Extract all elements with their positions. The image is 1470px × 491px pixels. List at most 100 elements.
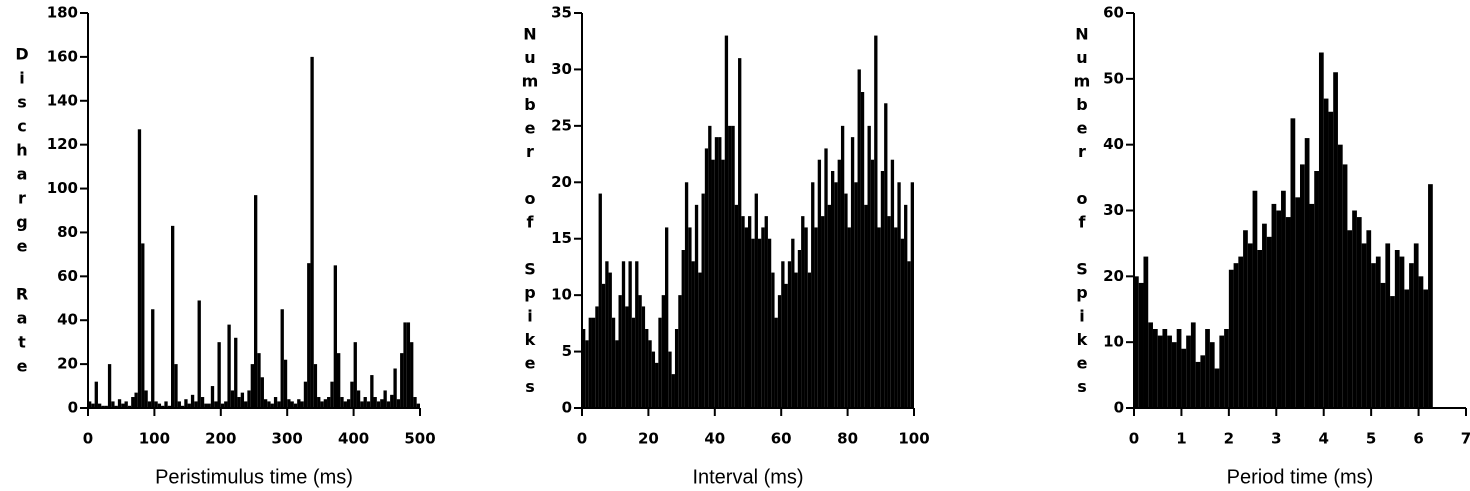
bar bbox=[1209, 342, 1215, 408]
bar bbox=[134, 392, 138, 408]
y-tick-label: 10 bbox=[1103, 333, 1124, 351]
bar bbox=[1228, 269, 1234, 408]
bar bbox=[1271, 203, 1277, 408]
bar bbox=[1238, 256, 1244, 408]
bar bbox=[821, 216, 825, 408]
bar bbox=[887, 216, 891, 408]
bar bbox=[1205, 329, 1210, 408]
bar bbox=[1314, 171, 1319, 408]
y-tick-label: 0 bbox=[1114, 399, 1124, 417]
bar bbox=[701, 193, 705, 408]
bar bbox=[864, 204, 868, 408]
bar bbox=[277, 401, 281, 408]
bar bbox=[1309, 203, 1315, 408]
bar bbox=[721, 159, 725, 408]
bar bbox=[1157, 335, 1163, 408]
bar bbox=[393, 368, 397, 408]
bar bbox=[718, 137, 722, 408]
bar bbox=[734, 204, 739, 408]
x-tick-label: 3 bbox=[1271, 430, 1281, 448]
bar bbox=[310, 56, 314, 409]
bar bbox=[244, 401, 248, 408]
bar bbox=[1143, 256, 1149, 408]
bar bbox=[290, 401, 294, 408]
bar bbox=[204, 403, 208, 408]
bar bbox=[1399, 256, 1405, 408]
bar bbox=[327, 397, 331, 408]
y-tick-label: 20 bbox=[551, 173, 572, 191]
chart: 0 20 40 60 80 100 120 140 160 180 0 100 200 300 400 500… bbox=[15, 4, 435, 489]
bar bbox=[1134, 276, 1139, 408]
bar bbox=[356, 390, 361, 408]
bar bbox=[582, 329, 586, 408]
bar bbox=[410, 342, 414, 408]
y-tick-label: 100 bbox=[47, 179, 78, 197]
bar bbox=[217, 342, 221, 408]
bar bbox=[854, 182, 858, 408]
bar bbox=[141, 243, 145, 408]
bar bbox=[366, 401, 371, 408]
bar bbox=[1266, 236, 1272, 408]
bar bbox=[748, 216, 752, 408]
bar bbox=[658, 317, 662, 408]
bar bbox=[1186, 335, 1191, 408]
bar bbox=[688, 227, 692, 408]
bar bbox=[346, 399, 351, 408]
bar bbox=[273, 397, 278, 408]
bar bbox=[621, 261, 626, 408]
bar bbox=[787, 261, 792, 408]
bar bbox=[114, 405, 118, 408]
bar bbox=[890, 159, 895, 408]
bar bbox=[804, 227, 808, 408]
x-tick-label: 20 bbox=[638, 430, 659, 448]
bar bbox=[280, 309, 284, 408]
bar bbox=[250, 364, 254, 408]
bar bbox=[137, 129, 142, 409]
bar bbox=[164, 401, 168, 408]
y-tick-label: 160 bbox=[47, 47, 78, 65]
bar bbox=[161, 405, 165, 408]
bar bbox=[1247, 243, 1253, 408]
bar bbox=[247, 390, 251, 408]
x-tick-label: 80 bbox=[837, 430, 858, 448]
y-tick-label: 5 bbox=[562, 342, 572, 360]
bar bbox=[1243, 230, 1248, 408]
bar bbox=[631, 317, 636, 408]
bar bbox=[127, 405, 132, 408]
bar bbox=[283, 359, 288, 408]
bar bbox=[771, 272, 775, 408]
bar bbox=[767, 238, 772, 408]
bar bbox=[834, 182, 838, 408]
bar bbox=[874, 35, 878, 408]
bar bbox=[860, 92, 865, 408]
bar bbox=[413, 397, 417, 408]
bar bbox=[416, 403, 420, 408]
bar bbox=[797, 250, 802, 408]
bar bbox=[257, 353, 261, 408]
bar bbox=[293, 403, 298, 408]
bar bbox=[220, 403, 225, 408]
bar bbox=[240, 392, 245, 408]
bar bbox=[605, 261, 609, 408]
bar bbox=[363, 397, 367, 408]
bar bbox=[101, 405, 105, 408]
bar bbox=[831, 171, 835, 408]
bar bbox=[1371, 263, 1376, 408]
y-tick-label: 30 bbox=[551, 60, 572, 78]
bar bbox=[370, 375, 374, 408]
bar bbox=[907, 261, 911, 408]
bar bbox=[1200, 355, 1206, 408]
bar bbox=[1162, 329, 1168, 408]
bar bbox=[1418, 276, 1424, 408]
bar bbox=[1409, 263, 1414, 408]
bar bbox=[754, 193, 758, 408]
bar bbox=[1380, 282, 1386, 408]
y-tick-label: 40 bbox=[1103, 135, 1124, 153]
bar bbox=[791, 238, 795, 408]
bar bbox=[297, 399, 301, 408]
bar bbox=[837, 159, 841, 408]
bar bbox=[625, 306, 629, 408]
bar bbox=[197, 300, 201, 408]
y-tick-label: 15 bbox=[551, 229, 572, 247]
